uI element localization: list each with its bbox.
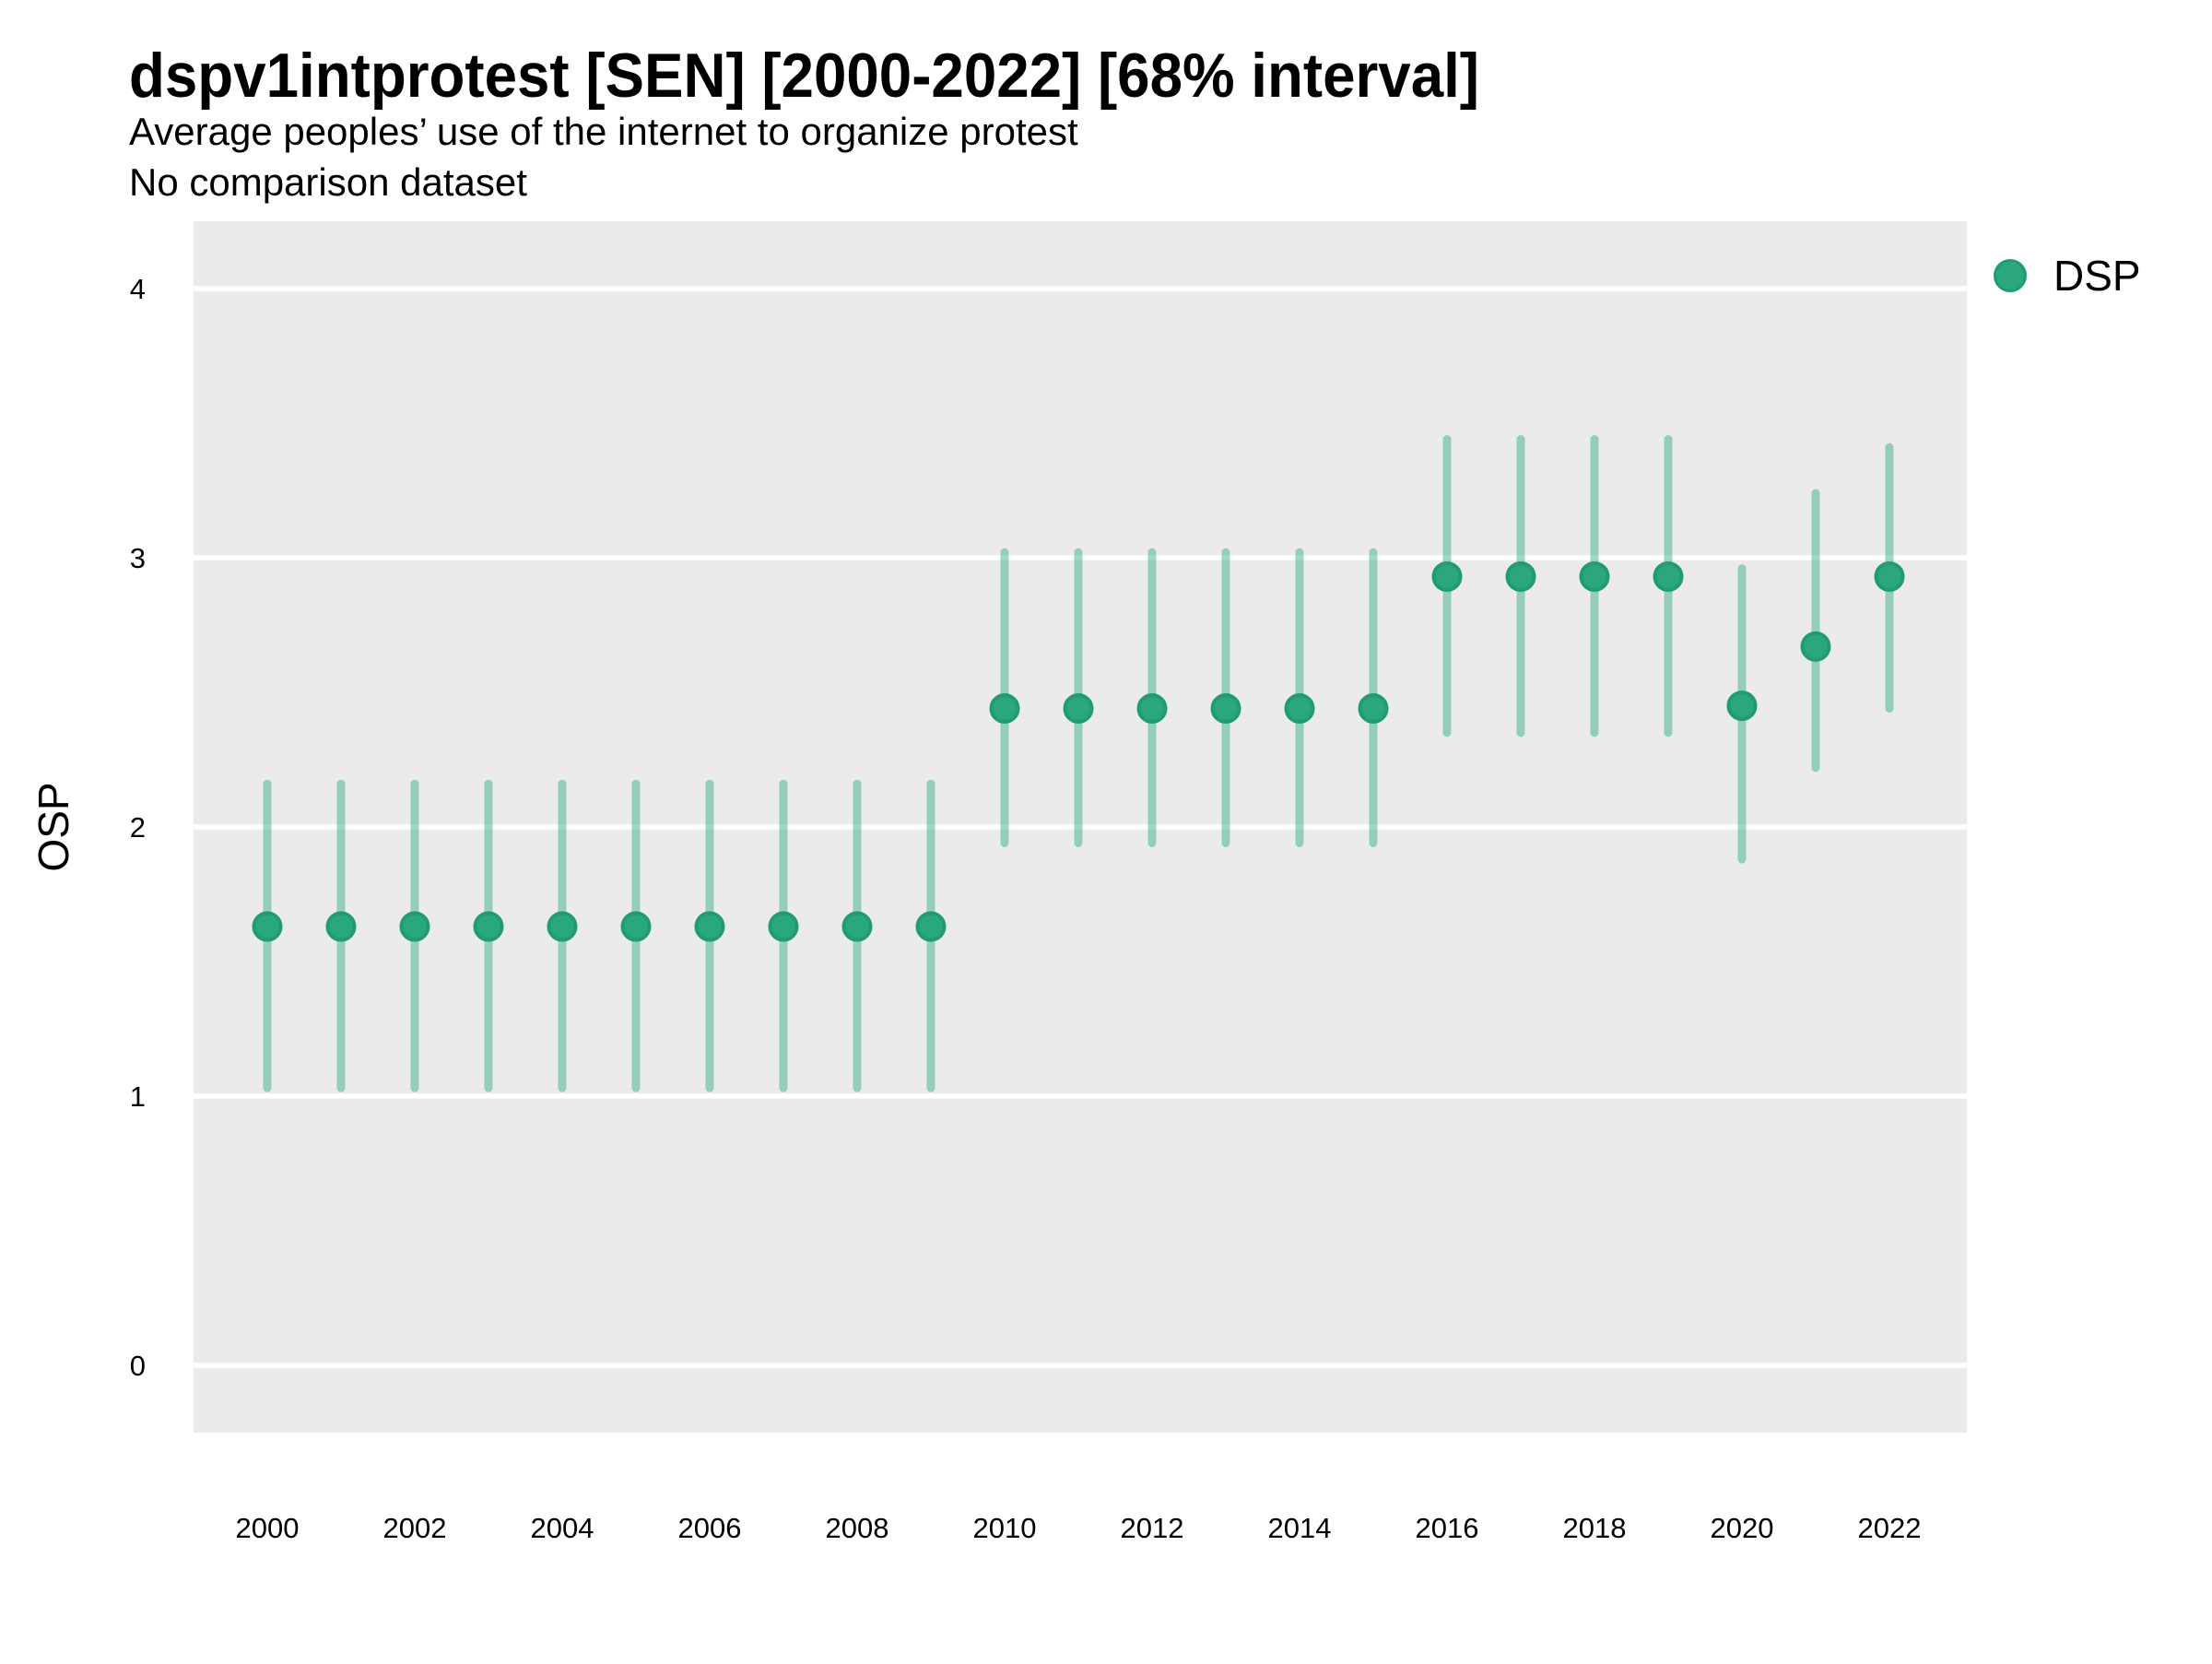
point-2013	[1210, 693, 1241, 725]
point-2015	[1358, 693, 1389, 725]
x-tick-label-2010: 2010	[973, 1512, 1037, 1544]
y-tick-label-2: 2	[130, 811, 146, 844]
point-2012	[1136, 693, 1168, 725]
x-tick-label-2012: 2012	[1121, 1512, 1184, 1544]
x-tick-label-2008: 2008	[826, 1512, 889, 1544]
point-2001	[325, 911, 357, 942]
point-2021	[1800, 631, 1831, 662]
point-2020	[1726, 690, 1758, 722]
point-2022	[1874, 561, 1905, 592]
point-2011	[1063, 693, 1094, 725]
point-2017	[1505, 561, 1536, 592]
legend: DSP	[1994, 252, 2141, 300]
y-tick-label-3: 3	[130, 542, 146, 574]
x-tick-label-2018: 2018	[1563, 1512, 1627, 1544]
x-tick-label-2016: 2016	[1416, 1512, 1479, 1544]
point-2018	[1579, 561, 1610, 592]
point-2004	[547, 911, 578, 942]
data-points	[252, 561, 1905, 942]
point-2007	[768, 911, 799, 942]
point-2006	[694, 911, 725, 942]
point-2008	[841, 911, 873, 942]
point-2019	[1653, 561, 1684, 592]
point-2009	[915, 911, 947, 942]
y-axis-title: OSP	[29, 782, 77, 871]
y-tick-label-4: 4	[130, 273, 146, 305]
chart-title: dspv1intprotest [SEN] [2000-2022] [68% i…	[129, 41, 1479, 111]
x-tick-label-2000: 2000	[236, 1512, 300, 1544]
point-2010	[989, 693, 1020, 725]
chart-subtitle: Average peoples’ use of the internet to …	[129, 110, 1078, 153]
y-axis-tick-labels: 0 1 2 3 4	[130, 273, 146, 1382]
legend-label: DSP	[2053, 252, 2141, 300]
gridlines	[194, 286, 1967, 1368]
x-tick-label-2004: 2004	[531, 1512, 594, 1544]
point-2000	[252, 911, 283, 942]
x-tick-label-2020: 2020	[1711, 1512, 1774, 1544]
point-2005	[620, 911, 652, 942]
point-2002	[399, 911, 430, 942]
chart-note: No comparison dataset	[129, 160, 527, 204]
x-tick-label-2002: 2002	[383, 1512, 447, 1544]
x-tick-label-2006: 2006	[678, 1512, 742, 1544]
point-2003	[473, 911, 504, 942]
x-axis-tick-labels: 2000 2002 2004 2006 2008 2010 2012 2014 2016 2018…	[236, 1512, 1922, 1544]
point-2016	[1431, 561, 1463, 592]
point-2014	[1284, 693, 1315, 725]
x-tick-label-2014: 2014	[1268, 1512, 1332, 1544]
y-tick-label-0: 0	[130, 1350, 146, 1382]
x-tick-label-2022: 2022	[1858, 1512, 1922, 1544]
legend-dot-icon	[1994, 259, 2027, 292]
y-tick-label-1: 1	[130, 1080, 146, 1113]
